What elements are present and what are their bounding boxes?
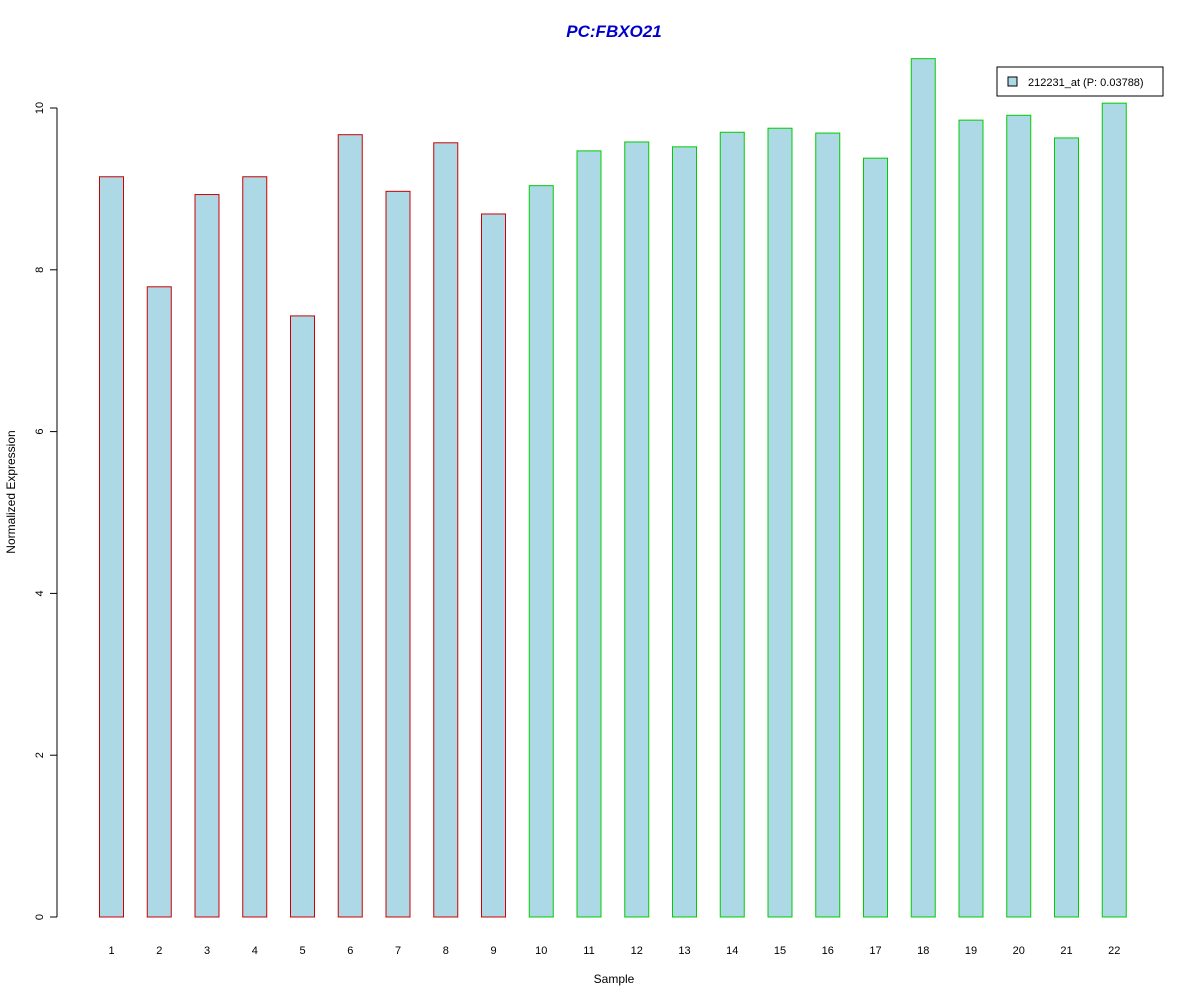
y-tick-label: 4: [34, 590, 46, 596]
y-tick-label: 0: [34, 914, 46, 920]
bar-12: [624, 141, 650, 918]
bar-4: [242, 176, 268, 918]
x-tick-label-21: 21: [1060, 945, 1072, 957]
x-tick-label-22: 22: [1108, 945, 1120, 957]
legend-swatch: [1007, 76, 1018, 87]
x-tick-label-20: 20: [1013, 945, 1025, 957]
x-tick-label-14: 14: [726, 945, 738, 957]
x-tick-label-15: 15: [774, 945, 786, 957]
legend: 212231_at (P: 0.03788): [996, 66, 1164, 97]
legend-label: 212231_at (P: 0.03788): [1028, 77, 1144, 89]
bar-5: [290, 315, 315, 918]
x-tick-label-17: 17: [869, 945, 881, 957]
y-axis-label: Normalized Expression: [4, 430, 18, 553]
bar-6: [337, 134, 363, 918]
bar-19: [958, 119, 984, 918]
x-tick-labels: 1 2 3 4 5 6 7 8 9 10 11 12 13 14 15 16 17 18 19 20 21 22: [108, 945, 1120, 957]
x-tick-label-11: 11: [583, 945, 594, 957]
x-tick-label-16: 16: [822, 945, 834, 957]
y-tick-label: 2: [34, 752, 46, 758]
x-tick-label-12: 12: [631, 945, 643, 957]
x-tick-label-5: 5: [299, 945, 305, 957]
bar-2: [146, 286, 172, 918]
x-tick-label-13: 13: [678, 945, 690, 957]
legend-box: [996, 66, 1164, 97]
x-tick-label-1: 1: [108, 945, 114, 957]
x-tick-label-19: 19: [965, 945, 977, 957]
x-tick-label-4: 4: [252, 945, 258, 957]
bar-16: [815, 132, 841, 918]
bar-7: [385, 190, 411, 918]
bar-10: [528, 185, 554, 918]
x-tick-label-9: 9: [490, 945, 496, 957]
bar-21: [1054, 137, 1079, 918]
x-tick-label-10: 10: [535, 945, 547, 957]
bar-20: [1006, 114, 1032, 918]
chart-title: PC:FBXO21: [566, 22, 661, 41]
bar-15: [767, 127, 793, 918]
x-tick-label-2: 2: [156, 945, 162, 957]
bar-8: [433, 142, 459, 918]
x-tick-label-18: 18: [917, 945, 929, 957]
y-tick-label: 10: [34, 102, 46, 114]
bar-9: [481, 213, 506, 918]
y-tick-label: 8: [34, 267, 46, 273]
bar-18: [910, 58, 936, 918]
y-tick-label: 6: [34, 429, 46, 435]
bar-1: [99, 176, 124, 918]
bar-3: [194, 194, 220, 918]
bar-11: [576, 150, 602, 918]
x-tick-label-6: 6: [347, 945, 353, 957]
bar-17: [863, 157, 888, 918]
x-tick-label-8: 8: [443, 945, 449, 957]
y-axis: 0 2 4 6 8 10: [34, 102, 58, 920]
x-axis-label: Sample: [594, 972, 635, 986]
x-tick-label-3: 3: [204, 945, 210, 957]
bar-22: [1101, 102, 1127, 918]
bar-13: [672, 146, 697, 918]
bar-14: [719, 131, 745, 918]
bars-group: [99, 58, 1127, 918]
x-tick-label-7: 7: [395, 945, 401, 957]
